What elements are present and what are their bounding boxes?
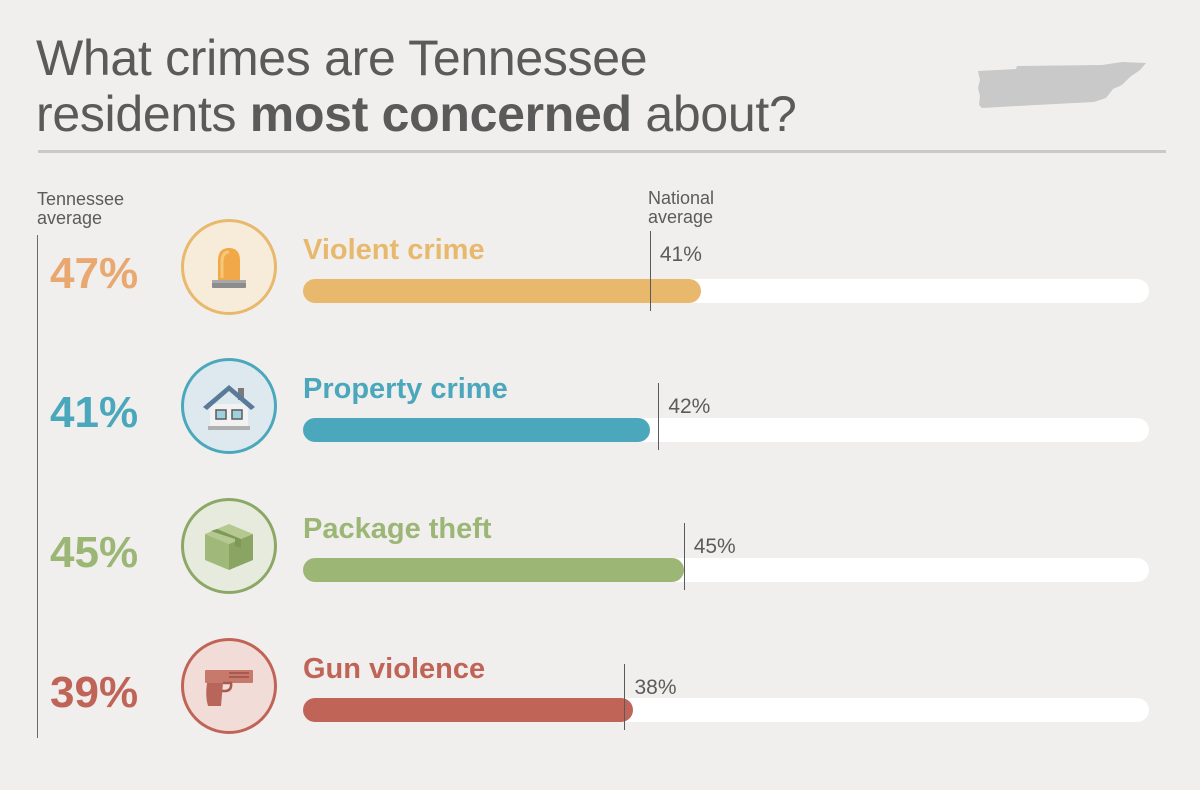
bar-tennessee xyxy=(303,558,684,582)
bar-track xyxy=(303,418,1149,442)
national-average-marker xyxy=(649,231,651,311)
national-average-marker xyxy=(624,664,626,730)
page-title: What crimes are Tennessee residents most … xyxy=(36,30,797,142)
siren-icon xyxy=(212,248,246,288)
handgun-icon xyxy=(205,670,253,706)
tn-label-line1: Tennessee xyxy=(37,189,125,209)
category-label: Package theft xyxy=(303,513,492,545)
title-part2: residents xyxy=(36,86,250,142)
national-value: 41% xyxy=(659,243,702,266)
national-average-marker xyxy=(658,383,660,450)
chart-row-gun-violence: 39% Gun violence 38% xyxy=(0,638,1200,768)
tennessee-value: 47% xyxy=(50,249,139,298)
chart-row-violent-crime: 47% Violent crime 41% xyxy=(0,219,1200,349)
title-bold: most concerned xyxy=(249,86,632,142)
national-average-label: National average xyxy=(648,189,714,227)
title-part1: What crimes are Tennessee xyxy=(36,30,648,86)
bar-tennessee xyxy=(303,279,701,303)
house-icon xyxy=(203,385,255,430)
tennessee-value: 45% xyxy=(50,528,139,577)
package-icon xyxy=(205,524,253,570)
category-label: Violent crime xyxy=(303,234,485,266)
category-icon-circle xyxy=(181,219,277,315)
title-part3: about? xyxy=(631,86,797,142)
title-divider xyxy=(38,150,1166,153)
category-icon-circle xyxy=(181,638,277,734)
tn-label-line2: average xyxy=(37,208,103,228)
national-value: 38% xyxy=(634,676,677,699)
national-value: 45% xyxy=(693,535,736,558)
category-label: Gun violence xyxy=(303,653,486,685)
category-icon-circle xyxy=(181,358,277,454)
bar-track xyxy=(303,698,1149,722)
bar-tennessee xyxy=(303,698,633,722)
national-value: 42% xyxy=(668,395,711,418)
bar-tennessee xyxy=(303,418,650,442)
nat-label-line2: average xyxy=(648,207,714,227)
category-label: Property crime xyxy=(303,373,508,405)
tennessee-average-label: Tennessee average xyxy=(37,190,124,228)
bar-track xyxy=(303,279,1149,303)
tennessee-value: 41% xyxy=(50,388,139,437)
national-average-marker xyxy=(683,523,685,590)
chart-row-property-crime: 41% Property crime 42% xyxy=(0,358,1200,488)
chart-row-package-theft: 45% Package theft 45% xyxy=(0,498,1200,628)
tennessee-average-rule xyxy=(37,235,38,738)
tennessee-value: 39% xyxy=(50,668,139,717)
nat-label-line1: National xyxy=(648,188,715,208)
tennessee-map-icon xyxy=(978,62,1146,108)
category-icon-circle xyxy=(181,498,277,594)
bar-track xyxy=(303,558,1149,582)
